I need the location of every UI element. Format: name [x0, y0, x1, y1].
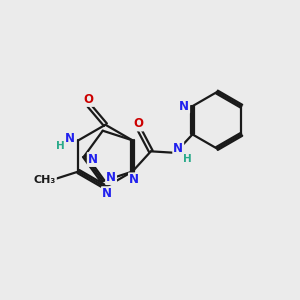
Text: N: N	[102, 187, 112, 200]
Text: O: O	[133, 118, 143, 130]
Text: N: N	[129, 173, 139, 186]
Text: CH₃: CH₃	[34, 175, 56, 184]
Text: N: N	[173, 142, 183, 155]
Text: N: N	[88, 153, 98, 166]
Text: H: H	[183, 154, 192, 164]
Text: O: O	[83, 93, 94, 106]
Text: N: N	[106, 171, 116, 184]
Text: N: N	[179, 100, 189, 113]
Text: H: H	[56, 141, 64, 151]
Text: N: N	[65, 132, 75, 146]
